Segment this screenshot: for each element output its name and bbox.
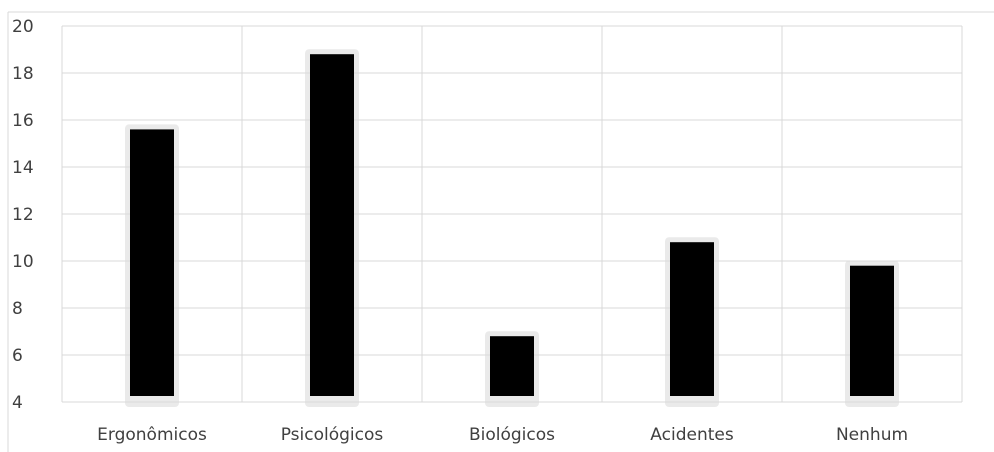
bar-series xyxy=(125,49,899,408)
y-tick-label-4: 4 xyxy=(12,393,23,413)
y-tick-label-14: 14 xyxy=(12,158,34,178)
y-tick-label-20: 20 xyxy=(12,17,34,37)
y-tick-label-10: 10 xyxy=(12,252,34,272)
bar-1 xyxy=(310,54,354,396)
x-category-label-1: Psicológicos xyxy=(281,425,384,445)
x-category-label-2: Biológicos xyxy=(469,425,555,445)
x-category-label-0: Ergonômicos xyxy=(97,425,207,445)
y-tick-label-12: 12 xyxy=(12,205,34,225)
y-tick-label-8: 8 xyxy=(12,299,23,319)
bar-4 xyxy=(850,265,894,396)
x-category-label-4: Nenhum xyxy=(836,425,908,445)
y-tick-label-18: 18 xyxy=(12,64,34,84)
bar-3 xyxy=(670,242,714,396)
bar-2 xyxy=(490,336,534,396)
bar-0 xyxy=(130,129,174,396)
y-tick-label-6: 6 xyxy=(12,346,23,366)
x-category-label-3: Acidentes xyxy=(650,425,734,445)
y-axis-tick-labels: 4 6 8 10 12 14 16 18 20 xyxy=(12,17,34,413)
y-tick-label-16: 16 xyxy=(12,111,34,131)
x-axis-category-labels: Ergonômicos Psicológicos Biológicos Acident… xyxy=(97,425,908,445)
vertical-gridlines xyxy=(61,26,963,402)
